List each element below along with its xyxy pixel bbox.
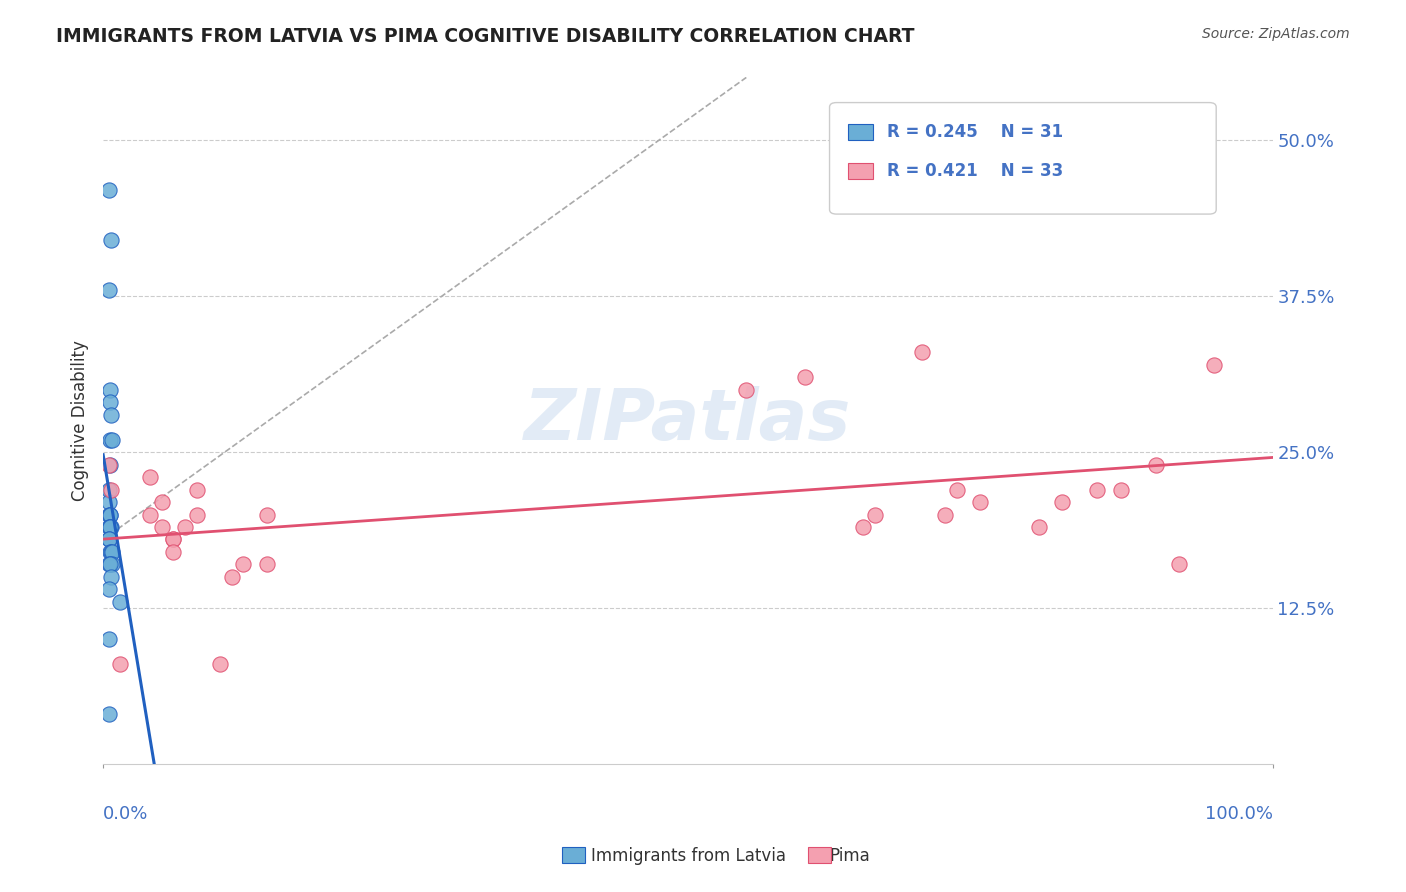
- Point: [108, 595, 131, 609]
- Point: [98, 533, 121, 547]
- Point: [100, 408, 122, 422]
- Point: [1085, 483, 1108, 497]
- Point: [162, 545, 184, 559]
- Point: [946, 483, 969, 497]
- Point: [101, 433, 124, 447]
- Point: [150, 495, 173, 509]
- Point: [98, 183, 121, 197]
- Point: [98, 508, 121, 522]
- Point: [150, 520, 173, 534]
- Point: [1144, 458, 1167, 472]
- Point: [221, 570, 243, 584]
- Point: [969, 495, 991, 509]
- Point: [232, 558, 254, 572]
- Point: [100, 545, 122, 559]
- Point: [98, 483, 121, 497]
- Point: [101, 545, 124, 559]
- Point: [863, 508, 886, 522]
- Point: [186, 508, 208, 522]
- Point: [793, 370, 815, 384]
- Point: [98, 520, 121, 534]
- Point: [98, 433, 121, 447]
- Point: [98, 395, 121, 409]
- Point: [100, 233, 122, 247]
- Point: [852, 520, 875, 534]
- Text: Pima: Pima: [830, 847, 870, 865]
- Point: [1202, 358, 1225, 372]
- Point: [139, 508, 162, 522]
- Point: [735, 383, 758, 397]
- Point: [98, 582, 121, 597]
- Point: [98, 707, 121, 722]
- Point: [162, 533, 184, 547]
- Point: [101, 558, 124, 572]
- Point: [98, 632, 121, 647]
- Text: Immigrants from Latvia: Immigrants from Latvia: [591, 847, 786, 865]
- Point: [108, 657, 131, 672]
- Text: R = 0.421    N = 33: R = 0.421 N = 33: [887, 162, 1063, 180]
- Point: [256, 508, 278, 522]
- Point: [98, 283, 121, 297]
- Text: 100.0%: 100.0%: [1205, 805, 1272, 823]
- Point: [162, 533, 184, 547]
- Point: [100, 520, 122, 534]
- Point: [209, 657, 232, 672]
- Point: [186, 483, 208, 497]
- Point: [1168, 558, 1191, 572]
- Point: [98, 533, 121, 547]
- Point: [1050, 495, 1073, 509]
- Point: [100, 483, 122, 497]
- Point: [911, 345, 934, 359]
- Text: 0.0%: 0.0%: [103, 805, 149, 823]
- Point: [98, 520, 121, 534]
- Point: [1109, 483, 1132, 497]
- Point: [98, 495, 121, 509]
- Point: [98, 458, 121, 472]
- Point: [100, 570, 122, 584]
- Point: [98, 383, 121, 397]
- Text: ZIPatlas: ZIPatlas: [524, 386, 852, 455]
- Point: [139, 470, 162, 484]
- Point: [256, 558, 278, 572]
- Point: [174, 520, 197, 534]
- Point: [98, 558, 121, 572]
- Text: Source: ZipAtlas.com: Source: ZipAtlas.com: [1202, 27, 1350, 41]
- Point: [1028, 520, 1050, 534]
- Y-axis label: Cognitive Disability: Cognitive Disability: [72, 341, 89, 501]
- Point: [98, 558, 121, 572]
- Point: [934, 508, 956, 522]
- Text: R = 0.245    N = 31: R = 0.245 N = 31: [887, 123, 1063, 141]
- Point: [98, 545, 121, 559]
- Point: [98, 520, 121, 534]
- Point: [98, 508, 121, 522]
- Point: [98, 458, 121, 472]
- Text: IMMIGRANTS FROM LATVIA VS PIMA COGNITIVE DISABILITY CORRELATION CHART: IMMIGRANTS FROM LATVIA VS PIMA COGNITIVE…: [56, 27, 915, 45]
- Point: [98, 508, 121, 522]
